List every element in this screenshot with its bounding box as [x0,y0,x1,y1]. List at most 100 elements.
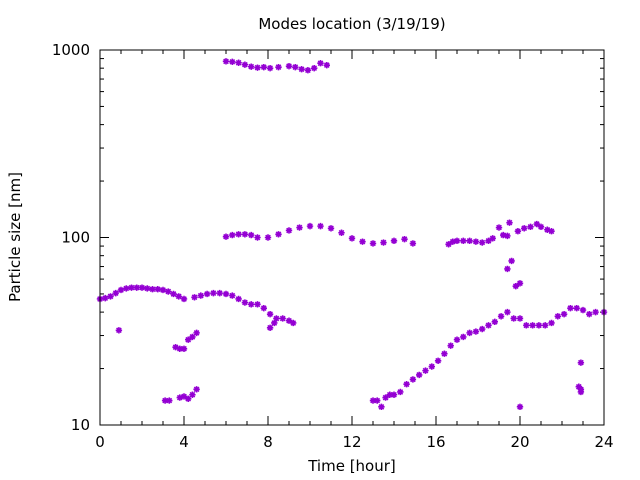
data-point [285,62,293,70]
data-point [567,304,574,312]
data-point [548,228,555,235]
data-point [382,394,389,401]
data-point [117,286,125,294]
data-point [149,285,156,293]
data-point [523,322,530,329]
data-point [504,308,511,316]
data-point [401,235,408,243]
data-point [466,329,473,337]
data-point [380,239,387,246]
data-point [514,228,522,235]
data-point [577,388,585,396]
data-point [260,304,267,312]
data-point [229,58,236,66]
data-point [210,289,217,297]
y-tick-label: 10 [71,416,90,434]
data-point [203,290,211,298]
data-point [529,322,536,329]
data-point [154,285,161,293]
data-point [479,325,486,333]
data-point [495,224,503,231]
data-points [96,58,608,411]
data-point [266,324,274,331]
data-point [527,223,534,231]
data-point [369,397,377,404]
data-point [317,60,324,67]
data-point [235,231,242,238]
data-point [577,359,585,366]
data-point [165,288,172,295]
data-point [260,63,267,71]
data-point [222,58,230,65]
data-point [544,226,551,233]
data-point [434,357,442,364]
data-point [397,388,404,396]
data-point [193,386,200,393]
data-point [472,328,480,335]
data-point [229,231,236,239]
data-point [285,317,293,324]
data-point [128,284,135,291]
data-point [189,391,196,398]
data-point [533,220,540,228]
x-tick-label: 20 [510,433,529,451]
data-point [241,231,249,238]
data-point [374,397,381,404]
data-point [241,299,249,306]
data-point [275,231,282,238]
data-point [445,241,452,248]
data-point [170,290,177,298]
data-point [235,295,242,303]
data-point [216,289,223,297]
data-point [409,240,417,247]
data-point [579,306,587,314]
data-point [386,391,393,398]
data-point [304,67,312,74]
data-point [241,61,249,68]
plot-frame [99,49,605,426]
data-point [193,329,200,337]
data-point [512,282,519,290]
data-point [592,308,599,316]
data-point [489,235,496,242]
data-point [296,224,303,231]
data-point [248,231,255,239]
data-point [516,315,524,322]
data-point [466,237,473,245]
data-point [112,289,119,297]
data-point [409,376,417,383]
data-point [222,233,230,240]
y-tick-label: 1000 [52,41,90,59]
data-point [573,304,580,312]
data-point [460,237,467,245]
data-point [285,227,293,234]
data-point [491,318,498,326]
data-point [298,65,305,73]
data-point [180,295,188,303]
data-point [264,234,272,241]
data-point [161,397,169,404]
data-point [535,322,543,329]
data-point [472,238,480,245]
data-point [508,257,515,265]
data-point [422,367,429,374]
chart-title: Modes location (3/19/19) [258,15,445,33]
data-point [197,292,204,299]
data-point [537,223,545,231]
data-point [516,403,524,411]
data-point [441,350,448,357]
data-point [416,371,423,379]
data-point [359,238,366,245]
data-point [348,235,356,242]
data-point [323,61,330,69]
x-tick-label: 12 [342,433,361,451]
data-point [290,319,297,327]
data-point [460,333,467,341]
data-point [485,237,492,245]
data-point [166,397,173,404]
data-point [479,239,486,246]
data-point [175,293,182,300]
data-point [229,292,236,299]
data-point [575,383,582,390]
